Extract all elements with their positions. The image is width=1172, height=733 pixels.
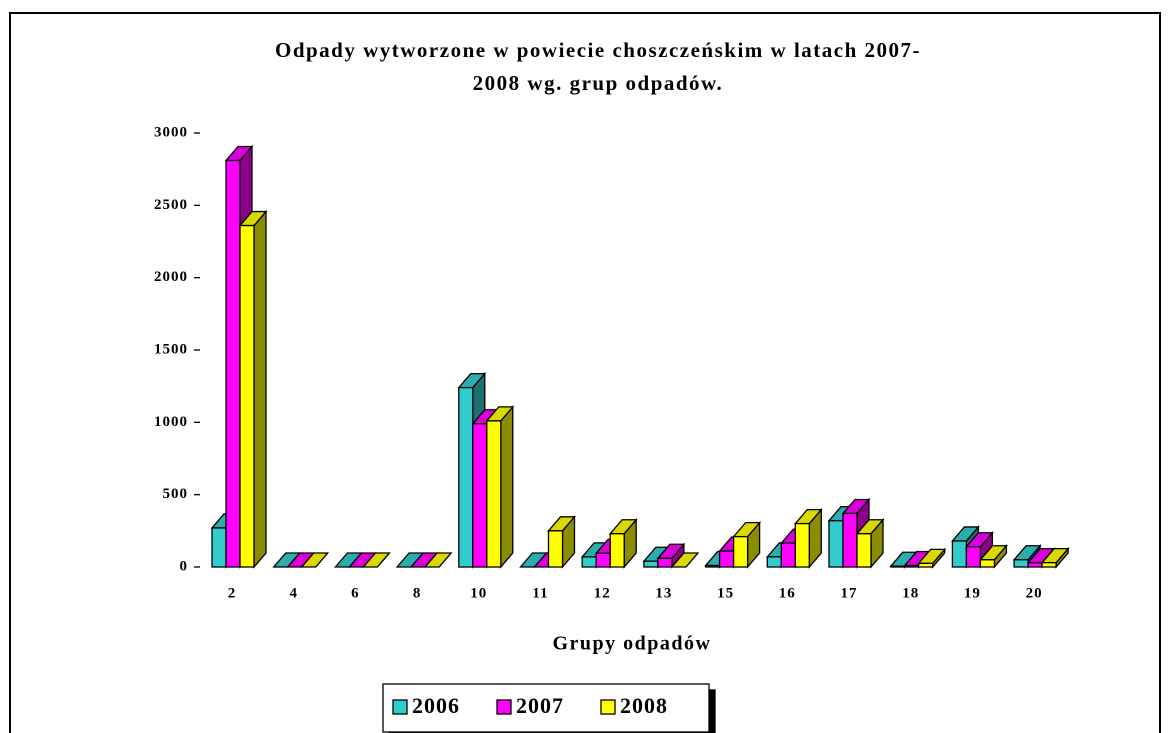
bar xyxy=(732,520,762,569)
x-tick-label: 12 xyxy=(594,585,611,601)
x-tick-label: 10 xyxy=(470,585,487,601)
bar-front xyxy=(904,564,920,568)
bar-front xyxy=(643,560,659,568)
x-tick-label: 17 xyxy=(841,585,858,601)
x-tick-label: 8 xyxy=(413,585,422,601)
bar-front xyxy=(211,527,227,568)
bar xyxy=(238,209,268,569)
y-tick-label: 0 xyxy=(180,558,189,574)
bar xyxy=(1040,546,1070,569)
y-tick-label: 3000 xyxy=(154,124,188,140)
bar-front xyxy=(780,542,796,568)
x-tick-label: 18 xyxy=(902,585,919,601)
bar xyxy=(361,552,391,568)
bar-front xyxy=(486,420,502,568)
bar-front xyxy=(979,559,996,568)
bar-front xyxy=(239,224,255,568)
bar-side xyxy=(253,209,267,569)
legend-swatch xyxy=(496,699,512,715)
chart-title: Odpady wytworzone w powiecie choszczeńsk… xyxy=(275,38,921,62)
legend-swatch xyxy=(600,699,616,715)
y-tick-label: 1000 xyxy=(154,414,188,430)
x-tick-label: 11 xyxy=(532,585,548,601)
bar xyxy=(608,517,638,569)
bar xyxy=(917,547,947,569)
legend-label: 2006 xyxy=(412,693,460,718)
bar-top xyxy=(361,552,391,568)
bar xyxy=(978,544,1008,569)
bar-front xyxy=(856,533,872,568)
bar xyxy=(423,552,453,568)
legend xyxy=(382,683,710,733)
bar-top xyxy=(670,552,700,568)
bar-front xyxy=(732,535,749,568)
bar-front xyxy=(472,423,488,568)
bar-top xyxy=(300,552,330,568)
bar-front xyxy=(828,520,844,568)
bar-front xyxy=(657,557,673,568)
x-tick-label: 19 xyxy=(964,585,981,601)
bar-front xyxy=(704,564,721,568)
x-tick-label: 2 xyxy=(228,585,237,601)
bar-front xyxy=(918,562,934,568)
bar-side xyxy=(500,405,514,569)
bar-front xyxy=(766,556,782,568)
legend-label: 2008 xyxy=(620,693,668,718)
x-tick-label: 16 xyxy=(779,585,796,601)
bar-front xyxy=(890,565,906,568)
y-tick-label: 2500 xyxy=(154,197,188,213)
bar-front xyxy=(595,552,611,568)
y-tick-label: 1500 xyxy=(154,341,188,357)
bar-front xyxy=(1041,562,1057,568)
chart-frame xyxy=(9,12,1161,733)
bar-top xyxy=(423,552,453,568)
bar-front xyxy=(718,550,735,568)
bar-front xyxy=(581,556,597,568)
bar-front xyxy=(547,530,564,568)
bar-front xyxy=(965,546,982,568)
bar-front xyxy=(609,533,625,568)
bar xyxy=(670,552,700,568)
y-tick-label: 500 xyxy=(163,486,189,502)
bar xyxy=(855,517,885,569)
bar-front xyxy=(458,386,474,568)
x-tick-label: 4 xyxy=(289,585,298,601)
x-axis-label: Grupy odpadów xyxy=(553,633,712,655)
bar xyxy=(485,405,515,569)
bar-front xyxy=(842,512,858,568)
bar-front xyxy=(1027,562,1043,568)
bar xyxy=(300,552,330,568)
bar-front xyxy=(225,159,241,568)
bar xyxy=(793,507,823,569)
x-tick-label: 15 xyxy=(717,585,734,601)
bar-front xyxy=(1013,559,1029,568)
x-tick-label: 6 xyxy=(351,585,360,601)
bar-front xyxy=(951,540,968,568)
y-tick-label: 2000 xyxy=(154,269,188,285)
legend-swatch xyxy=(392,699,408,715)
x-tick-label: 13 xyxy=(655,585,672,601)
bar-front xyxy=(794,522,810,568)
chart-title: 2008 wg. grup odpadów. xyxy=(473,71,724,95)
legend-label: 2007 xyxy=(516,693,564,718)
bar xyxy=(547,515,576,569)
x-tick-label: 20 xyxy=(1026,585,1043,601)
